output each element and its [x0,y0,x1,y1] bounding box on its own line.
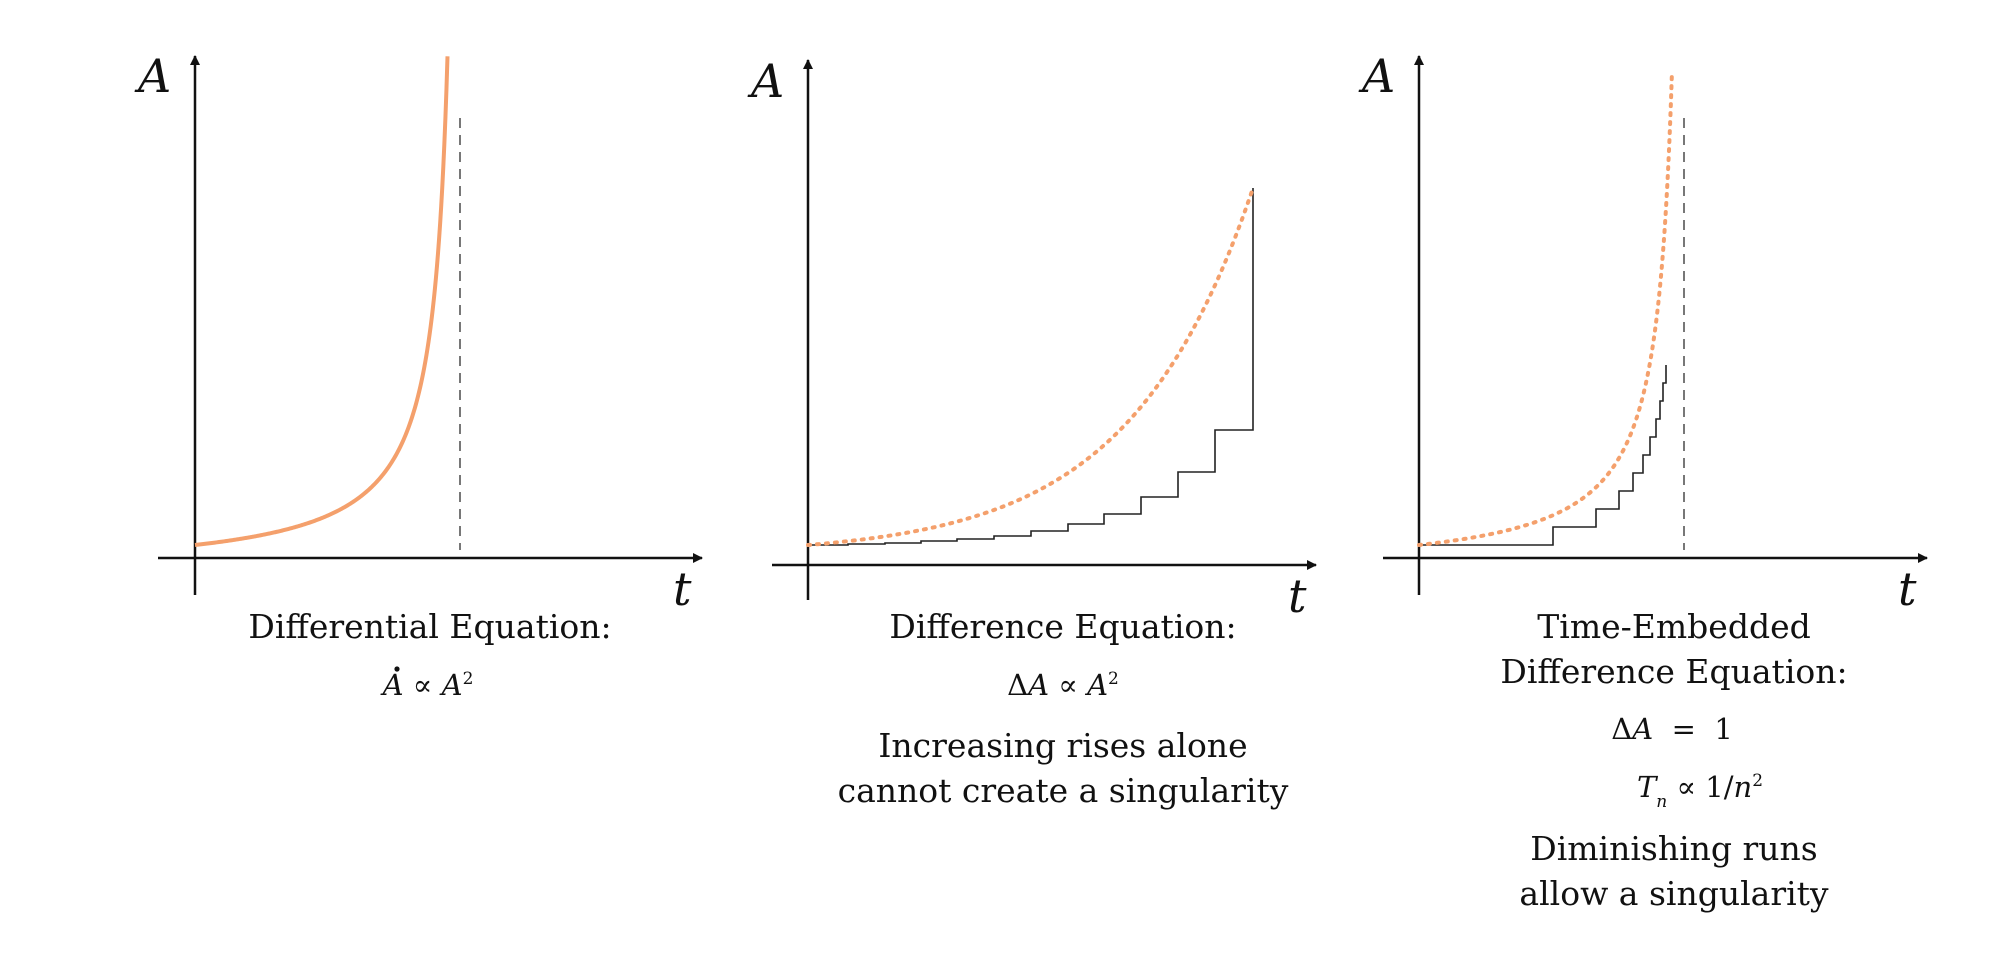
caption-line: Differential Equation: [248,607,611,646]
svg-text:ΔA = 1: ΔA = 1 [1611,712,1733,746]
eq-superscript: 2 [1752,771,1763,791]
blowup-curve [194,56,450,547]
note-line: cannot create a singularity [838,771,1289,810]
panel-difference: A t Difference Equation: ΔA ∝ A2 Increas… [747,54,1317,810]
eq-term: Δ [1007,668,1028,702]
y-axis-label: A [747,54,784,108]
eq-term: A [1025,668,1049,702]
eq-subscript: n [1656,792,1667,812]
x-axis-label: t [673,562,692,616]
eq-term: A [1629,712,1653,746]
equation: ΔA ∝ A2 [1007,668,1119,702]
note-line: Diminishing runs [1530,829,1818,868]
caption-line: Difference Equation: [889,607,1236,646]
svg-text:ΔA ∝ A2: ΔA ∝ A2 [1007,668,1119,702]
caption-line: Time-Embedded [1537,607,1810,646]
equation: A ∝ A2 [380,666,474,702]
eq-term: Δ [1611,712,1632,746]
eq-term: A [439,668,463,702]
x-axis-label: t [1898,562,1917,616]
note-line: Increasing rises alone [878,726,1247,765]
eq-term: ∝ 1/ [1667,770,1734,804]
eq-term: = 1 [1653,712,1733,746]
note-line: allow a singularity [1519,874,1828,913]
panel-differential: A t Differential Equation: A ∝ A2 [134,49,703,702]
caption-line: Difference Equation: [1500,652,1847,691]
panel-time-embedded: A t Time-Embedded Difference Equation: Δ… [1358,49,1928,913]
eq-superscript: 2 [1108,669,1119,689]
eq-superscript: 2 [463,669,474,689]
trend-curve-dotted [1417,68,1674,547]
eq-term: A [380,668,404,702]
staircase [808,188,1254,546]
svg-text:A ∝ A2: A ∝ A2 [380,668,474,702]
y-axis-label: A [1358,49,1395,103]
eq-term: n [1734,770,1753,804]
eq-term: T [1637,770,1659,804]
eq-term: A [1084,668,1108,702]
eq-term: ∝ [1049,668,1087,702]
equation: Tn ∝ 1/n2 [1637,770,1763,812]
x-axis-label: t [1288,569,1307,623]
eq-term: ∝ [404,668,442,702]
trend-curve-dotted [806,186,1255,547]
y-axis-label: A [134,49,171,103]
svg-text:Tn ∝ 1/n2: Tn ∝ 1/n2 [1637,770,1763,812]
equation: ΔA = 1 [1611,712,1733,746]
staircase [1419,365,1667,546]
time-derivative-dot [394,666,400,672]
